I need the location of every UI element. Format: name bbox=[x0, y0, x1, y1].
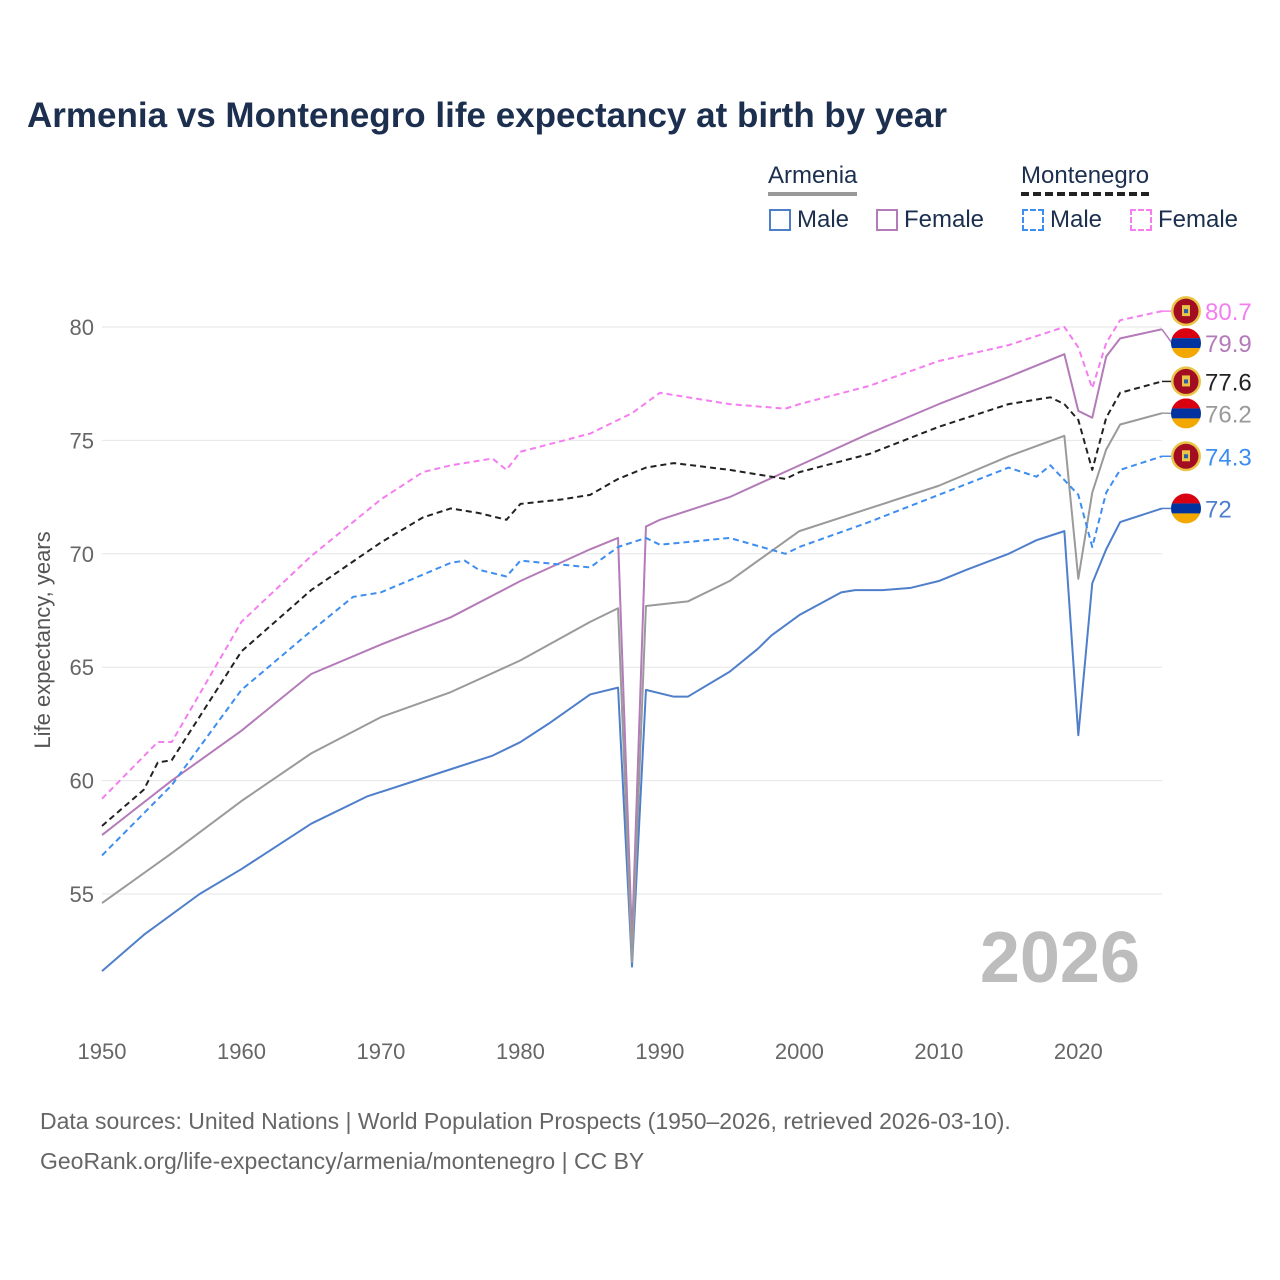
x-tick-label: 1960 bbox=[217, 1039, 266, 1064]
legend-label: Female bbox=[1158, 206, 1239, 233]
series-line-montenegro-male bbox=[101, 455, 1163, 857]
x-tick-label: 1990 bbox=[635, 1039, 684, 1064]
y-axis-label: Life expectancy, years bbox=[30, 531, 55, 748]
y-tick-label: 55 bbox=[70, 882, 94, 907]
legend-swatch bbox=[1130, 209, 1152, 231]
x-tick-label: 1970 bbox=[356, 1039, 405, 1064]
legend-label: Male bbox=[1050, 206, 1103, 233]
end-value-label: 77.6 bbox=[1205, 369, 1252, 396]
series-line-montenegro-total bbox=[101, 380, 1163, 827]
series-line-montenegro-female bbox=[101, 310, 1163, 800]
armenia-flag-icon bbox=[1171, 328, 1201, 339]
y-tick-label: 70 bbox=[70, 542, 94, 567]
end-value-label: 76.2 bbox=[1205, 401, 1252, 428]
x-tick-label: 1980 bbox=[496, 1039, 545, 1064]
y-tick-label: 65 bbox=[70, 655, 94, 680]
armenia-flag-icon bbox=[1171, 493, 1201, 504]
y-tick-label: 60 bbox=[70, 769, 94, 794]
y-tick-label: 75 bbox=[70, 428, 94, 453]
legend-group-armenia: Armenia bbox=[768, 162, 858, 196]
legend-swatch bbox=[876, 209, 898, 231]
montenegro-emblem-icon bbox=[1184, 309, 1188, 314]
year-watermark: 2026 bbox=[980, 918, 1140, 998]
armenia-flag-icon bbox=[1171, 513, 1201, 524]
label-connector bbox=[1161, 328, 1173, 344]
end-value-label: 80.7 bbox=[1205, 299, 1252, 326]
source-url: GeoRank.org/life-expectancy/armenia/mont… bbox=[40, 1148, 645, 1174]
legend-armenia-female[interactable]: Female bbox=[876, 206, 984, 234]
legend-armenia-male[interactable]: Male bbox=[769, 206, 849, 234]
legend-label: Male bbox=[797, 206, 850, 233]
armenia-flag-icon bbox=[1171, 408, 1201, 419]
legend-swatch bbox=[1022, 209, 1044, 231]
legend-group-montenegro: Montenegro bbox=[1021, 162, 1150, 196]
armenia-flag-icon bbox=[1171, 418, 1201, 429]
x-tick-label: 1950 bbox=[78, 1039, 127, 1064]
armenia-flag-icon bbox=[1171, 348, 1201, 359]
y-tick-label: 80 bbox=[70, 315, 94, 340]
x-tick-label: 2000 bbox=[775, 1039, 824, 1064]
legend-montenegro-male[interactable]: Male bbox=[1022, 206, 1102, 234]
series-line-armenia-total bbox=[101, 412, 1163, 964]
armenia-flag-icon bbox=[1171, 338, 1201, 349]
end-value-label: 72 bbox=[1205, 496, 1232, 523]
chart-title: Armenia vs Montenegro life expectancy at… bbox=[27, 96, 948, 135]
series-line-armenia-male bbox=[101, 507, 1163, 972]
legend-swatch bbox=[769, 209, 791, 231]
montenegro-emblem-icon bbox=[1184, 454, 1188, 459]
legend-montenegro-female[interactable]: Female bbox=[1130, 206, 1238, 234]
source-text: Data sources: United Nations | World Pop… bbox=[40, 1108, 1011, 1134]
armenia-flag-icon bbox=[1171, 503, 1201, 514]
legend-label: Female bbox=[904, 206, 985, 233]
armenia-flag-icon bbox=[1171, 398, 1201, 409]
end-value-label: 74.3 bbox=[1205, 444, 1252, 471]
x-tick-label: 2010 bbox=[914, 1039, 963, 1064]
x-tick-label: 2020 bbox=[1054, 1039, 1103, 1064]
montenegro-emblem-icon bbox=[1184, 379, 1188, 384]
end-value-label: 79.9 bbox=[1205, 331, 1252, 358]
series-line-armenia-female bbox=[101, 328, 1163, 941]
